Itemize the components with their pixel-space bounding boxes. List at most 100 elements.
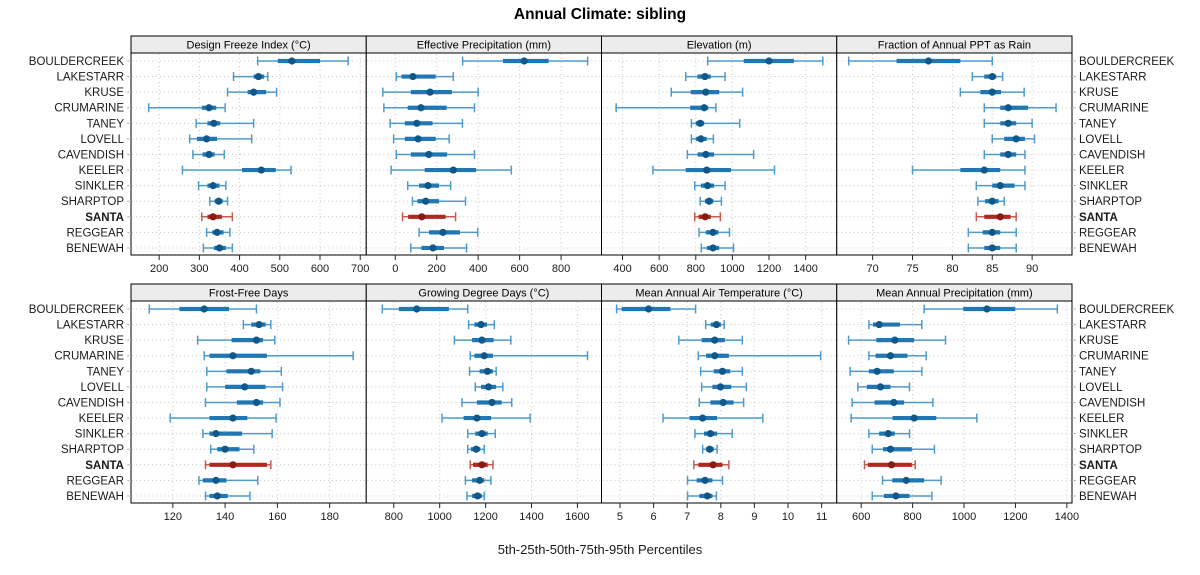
x-tick-label: 1200 bbox=[757, 263, 781, 275]
station-label-left-crumarine: CRUMARINE bbox=[54, 103, 124, 115]
percentile-row-santa bbox=[693, 460, 730, 470]
station-label-left-reggear: REGGEAR bbox=[66, 227, 124, 239]
median-dot bbox=[983, 305, 991, 313]
percentile-row-lakestarr bbox=[395, 72, 455, 82]
panel-mean-annual-air-temperature-c: 5 6 7 8 9 10 11 Mean Annual Air Temperature (°C… bbox=[601, 283, 838, 523]
median-dot bbox=[229, 461, 237, 469]
station-label-left-santa: SANTA bbox=[85, 212, 124, 224]
median-dot bbox=[209, 213, 217, 221]
median-dot bbox=[890, 398, 898, 407]
station-label-right-lovell: LOVELL bbox=[1079, 134, 1123, 146]
median-dot bbox=[478, 336, 486, 344]
x-tick-label: 600 bbox=[852, 511, 870, 523]
x-tick-label: 400 bbox=[613, 263, 631, 275]
percentile-row-bouldercreek bbox=[148, 304, 258, 314]
station-label-right-sharptop: SHARPTOP bbox=[1079, 196, 1142, 208]
station-label-right-kruse: KRUSE bbox=[1079, 335, 1119, 347]
median-dot bbox=[703, 166, 711, 174]
x-tick-label: 75 bbox=[906, 263, 918, 275]
median-dot bbox=[241, 383, 249, 391]
median-dot bbox=[439, 228, 447, 236]
median-dot bbox=[1004, 119, 1012, 127]
x-tick-label: 600 bbox=[650, 263, 668, 275]
median-dot bbox=[209, 182, 217, 190]
x-tick-label: 9 bbox=[751, 511, 757, 523]
percentile-row-reggear bbox=[686, 475, 724, 485]
median-dot bbox=[709, 228, 717, 236]
x-tick-label: 85 bbox=[986, 263, 998, 275]
x-tick-label: 11 bbox=[816, 511, 827, 523]
median-dot bbox=[644, 305, 653, 313]
median-dot bbox=[257, 166, 265, 174]
median-dot bbox=[697, 135, 705, 143]
median-dot bbox=[229, 414, 237, 422]
percentile-row-taney bbox=[389, 118, 464, 128]
station-label-left-lakestarr: LAKESTARR bbox=[56, 72, 124, 84]
percentile-row-keeler bbox=[911, 165, 1026, 175]
x-tick-label: 700 bbox=[351, 263, 369, 275]
percentile-row-lakestarr bbox=[242, 320, 272, 330]
percentile-row-bouldercreek bbox=[847, 56, 994, 66]
station-label-left-sinkler: SINKLER bbox=[75, 181, 124, 193]
x-tick-label: 0 bbox=[392, 263, 398, 275]
percentile-row-lovell bbox=[700, 382, 748, 392]
median-dot bbox=[709, 461, 717, 469]
median-dot bbox=[215, 244, 224, 252]
percentile-row-benewah bbox=[204, 491, 251, 501]
percentile-row-lovell bbox=[206, 382, 284, 392]
median-dot bbox=[205, 150, 213, 159]
percentile-row-benewah bbox=[700, 243, 735, 253]
x-tick-label: 10 bbox=[782, 511, 794, 523]
median-dot bbox=[484, 383, 493, 391]
percentile-row-crumarine bbox=[983, 103, 1057, 113]
strip-title: Effective Precipitation (mm) bbox=[417, 40, 551, 52]
percentile-row-bouldercreek bbox=[615, 304, 697, 314]
median-dot bbox=[203, 135, 211, 143]
median-dot bbox=[210, 119, 218, 127]
median-dot bbox=[480, 352, 488, 360]
percentile-row-lovell bbox=[857, 382, 911, 392]
panel-frost-free-days: 120 140 160 180 Frost-Free Days bbox=[127, 283, 367, 523]
median-dot bbox=[413, 305, 421, 313]
x-tick-label: 6 bbox=[651, 511, 657, 523]
percentile-row-lovell bbox=[392, 134, 450, 144]
median-dot bbox=[892, 492, 900, 500]
percentile-row-cavendish bbox=[851, 397, 934, 407]
median-dot bbox=[718, 367, 727, 375]
percentile-row-benewah bbox=[967, 243, 1017, 253]
percentile-row-sinkler bbox=[466, 429, 496, 439]
percentile-row-bouldercreek bbox=[381, 304, 469, 314]
median-dot bbox=[711, 352, 719, 360]
median-dot bbox=[701, 72, 709, 81]
percentile-row-taney bbox=[468, 366, 497, 376]
median-dot bbox=[996, 213, 1004, 221]
median-dot bbox=[449, 166, 457, 174]
percentile-row-crumarine bbox=[203, 351, 354, 361]
median-dot bbox=[429, 244, 437, 252]
station-label-left-sharptop: SHARPTOP bbox=[61, 196, 124, 208]
percentile-row-lakestarr bbox=[971, 72, 1004, 82]
x-tick-label: 120 bbox=[164, 511, 182, 523]
percentile-row-keeler bbox=[652, 165, 776, 175]
percentile-row-santa bbox=[401, 212, 457, 222]
median-dot bbox=[252, 336, 261, 344]
station-label-right-benewah: BENEWAH bbox=[1079, 243, 1137, 255]
x-tick-label: 1000 bbox=[720, 263, 744, 275]
median-dot bbox=[418, 213, 426, 221]
percentile-row-sharptop bbox=[209, 444, 255, 454]
percentile-row-bouldercreek bbox=[461, 56, 589, 66]
percentile-row-crumarine bbox=[383, 103, 476, 113]
x-tick-label: 70 bbox=[867, 263, 879, 275]
median-dot bbox=[716, 383, 725, 391]
percentile-row-benewah bbox=[202, 243, 234, 253]
station-label-right-taney: TANEY bbox=[1079, 118, 1117, 130]
median-dot bbox=[1012, 135, 1020, 143]
percentile-row-keeler bbox=[390, 165, 513, 175]
median-dot bbox=[876, 383, 885, 391]
median-dot bbox=[409, 72, 417, 81]
station-label-left-reggear: REGGEAR bbox=[66, 475, 124, 487]
station-label-right-cavendish: CAVENDISH bbox=[1079, 397, 1145, 409]
median-dot bbox=[887, 461, 896, 469]
